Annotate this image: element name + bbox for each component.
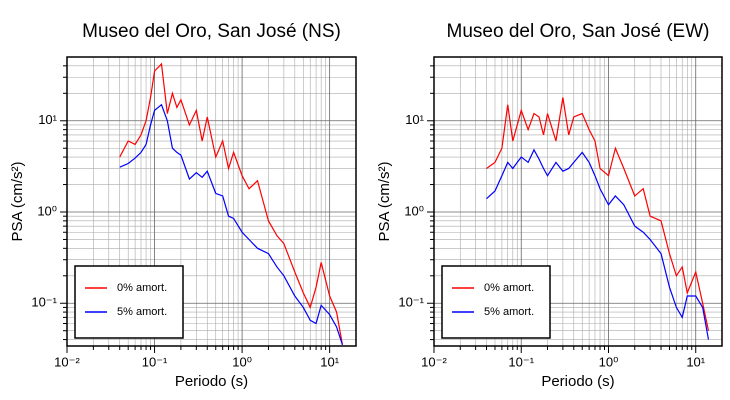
y-tick-label: 10⁻¹	[398, 295, 424, 310]
y-tick-label: 10¹	[405, 112, 424, 127]
legend-label: 5% amort.	[484, 306, 534, 318]
x-tick-label: 10⁰	[232, 354, 252, 369]
legend-label: 0% amort.	[117, 282, 167, 294]
chart-title: Museo del Oro, San José (NS)	[82, 21, 341, 42]
plot-frame	[433, 56, 723, 347]
plot-frame	[66, 56, 357, 347]
data-line	[119, 62, 344, 345]
legend-label: 0% amort.	[484, 282, 534, 294]
y-tick-label: 10⁻¹	[31, 295, 57, 310]
y-tick-label: 10⁰	[37, 203, 57, 218]
x-tick-label: 10¹	[320, 354, 339, 369]
x-axis-label: Periodo (s)	[175, 373, 248, 390]
data-line	[486, 97, 710, 331]
x-tick-label: 10⁻²	[421, 354, 447, 369]
x-tick-label: 10¹	[686, 354, 705, 369]
y-axis-label: PSA (cm/s²)	[9, 161, 26, 241]
y-axis-label: PSA (cm/s²)	[376, 161, 393, 241]
x-tick-label: 10⁻¹	[508, 354, 534, 369]
y-tick-label: 10⁰	[404, 203, 424, 218]
legend-box	[74, 265, 184, 339]
chart-title: Museo del Oro, San José (EW)	[447, 21, 710, 42]
x-tick-label: 10⁻²	[54, 354, 80, 369]
x-tick-label: 10⁰	[599, 354, 619, 369]
data-line	[119, 103, 344, 346]
legend-label: 5% amort.	[117, 306, 167, 318]
x-axis-label: Periodo (s)	[541, 373, 614, 390]
data-line	[486, 148, 710, 340]
y-tick-label: 10¹	[38, 112, 57, 127]
legend-box	[441, 265, 551, 339]
x-tick-label: 10⁻¹	[142, 354, 168, 369]
